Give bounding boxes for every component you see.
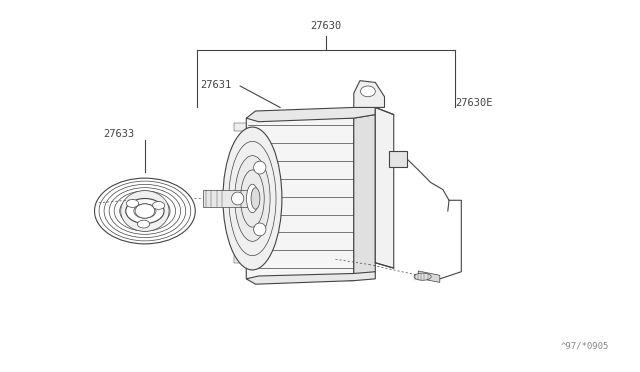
Ellipse shape [251,188,260,209]
Polygon shape [389,151,407,167]
Ellipse shape [125,199,164,224]
Polygon shape [234,236,246,244]
Polygon shape [234,198,246,206]
Ellipse shape [138,220,150,228]
Polygon shape [234,179,246,187]
Polygon shape [246,118,354,280]
Ellipse shape [414,273,431,280]
Ellipse shape [152,202,164,209]
Polygon shape [234,255,246,263]
Polygon shape [246,272,375,284]
Ellipse shape [95,178,195,244]
Polygon shape [234,142,246,150]
Polygon shape [234,123,246,131]
Text: 27631: 27631 [200,80,232,90]
Ellipse shape [135,204,155,218]
Polygon shape [246,108,375,122]
Text: ^97/*0905: ^97/*0905 [561,342,609,351]
Ellipse shape [360,86,375,97]
Ellipse shape [253,223,266,236]
Ellipse shape [246,184,259,213]
Ellipse shape [235,155,270,241]
Ellipse shape [253,161,266,174]
Polygon shape [234,217,246,225]
Polygon shape [204,190,252,208]
Polygon shape [234,161,246,169]
Ellipse shape [134,204,156,218]
Polygon shape [375,108,394,268]
Polygon shape [419,271,440,282]
Text: 27630E: 27630E [455,98,493,108]
Polygon shape [354,81,385,108]
Text: 27630: 27630 [310,21,342,31]
Polygon shape [354,115,375,280]
Ellipse shape [223,127,282,270]
Polygon shape [121,190,169,231]
Ellipse shape [232,192,244,205]
Ellipse shape [126,199,139,207]
Text: 27633: 27633 [104,129,135,139]
